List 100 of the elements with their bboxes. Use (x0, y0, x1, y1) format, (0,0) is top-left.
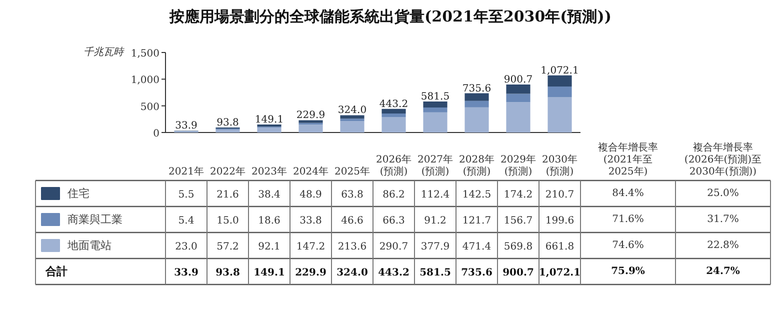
data-label: 142.5 (462, 190, 492, 200)
bar (464, 100, 489, 108)
text: 複合年增長率 (2021年至 2025年) (598, 141, 658, 178)
data-label: 48.9 (300, 190, 322, 200)
total-label: 581.5 (420, 91, 450, 102)
text: 74.6% (612, 240, 644, 251)
text: 71.6% (612, 214, 644, 225)
y-tick-label: 1,000 (130, 75, 160, 86)
total-label: 324.0 (338, 105, 367, 116)
legend-label: 住宅 (68, 187, 90, 200)
text: 229.9 (295, 268, 326, 278)
data-label: 38.4 (258, 190, 280, 200)
total-label: 149.1 (254, 114, 284, 126)
data-label: 5.4 (178, 216, 194, 226)
total-label: 229.9 (296, 110, 326, 122)
text: 735.6 (461, 268, 492, 278)
data-label: 290.7 (379, 242, 408, 252)
bar (464, 93, 489, 101)
bar (548, 97, 572, 132)
total-label: 443.2 (379, 98, 408, 110)
text: 581.5 (420, 268, 451, 278)
bar (548, 75, 572, 87)
text: 24.7% (706, 266, 740, 277)
data-label: 569.8 (504, 242, 533, 252)
text: 複合年增長率 (2026年(預測)至 2030年(預測)) (684, 141, 762, 178)
x-tick-label: 2030年 (預測) (542, 153, 578, 178)
text: 75.9% (611, 266, 646, 277)
x-tick-label: 2024年 (293, 166, 328, 178)
text: 33.9 (174, 268, 198, 278)
total-label: 33.9 (175, 120, 198, 132)
x-tick-label: 2026年 (預測) (376, 153, 412, 178)
bar (506, 102, 530, 132)
data-label: 91.2 (424, 216, 446, 226)
chart-title: 按應用場景劃分的全球儲能系統出貨量(2021年至2030年(預測)) (168, 8, 612, 26)
bar (382, 108, 406, 114)
text: 84.4% (612, 188, 644, 199)
total-label: 735.6 (462, 83, 492, 94)
text: 324.0 (336, 268, 368, 278)
y-axis-title: 千兆瓦時 (84, 46, 124, 58)
data-label: 33.8 (300, 216, 322, 226)
text: 93.8 (216, 268, 240, 278)
x-tick-label: 2022年 (210, 166, 246, 178)
data-label: 63.8 (341, 190, 364, 200)
x-tick-label: 2029年 (預測) (500, 153, 536, 178)
bar (257, 128, 282, 132)
y-tick-label: 0 (153, 128, 160, 140)
bar (340, 121, 364, 132)
bar (382, 113, 406, 117)
x-tick-label: 2021年 (168, 166, 204, 178)
data-label: 21.6 (216, 190, 239, 200)
y-tick-label: 1,500 (130, 48, 160, 60)
bar (423, 107, 448, 112)
text: 900.7 (502, 268, 534, 278)
text: 31.7% (707, 214, 739, 225)
bar (464, 107, 489, 132)
legend-label: 地面電站 (66, 239, 112, 252)
data-label: 377.9 (420, 242, 450, 252)
x-tick-label: 2028年 (預測) (459, 153, 494, 178)
data-label: 147.2 (296, 242, 326, 252)
total-label: 900.7 (504, 74, 533, 86)
text: 合計 (44, 265, 68, 278)
data-label: 57.2 (216, 242, 239, 252)
text: 149.1 (254, 268, 285, 278)
bar (548, 86, 572, 98)
data-label: 156.7 (504, 216, 533, 226)
text: 25.0% (707, 188, 739, 199)
data-label: 5.5 (178, 190, 194, 200)
bar (340, 115, 364, 119)
total-label: 1,072.1 (540, 65, 579, 76)
data-label: 210.7 (545, 190, 574, 200)
bar (298, 124, 323, 132)
bar (423, 112, 448, 132)
text: 443.2 (378, 268, 410, 278)
data-label: 471.4 (462, 242, 492, 252)
y-tick-label: 500 (140, 102, 160, 113)
data-label: 23.0 (175, 242, 198, 252)
data-label: 86.2 (382, 190, 405, 200)
x-tick-label: 2025年 (334, 166, 370, 178)
total-label: 93.8 (216, 117, 239, 128)
text: 22.8% (707, 240, 739, 251)
data-label: 112.4 (420, 190, 450, 200)
bar (340, 118, 364, 122)
bar (506, 94, 530, 102)
data-label: 18.6 (258, 216, 280, 226)
data-label: 199.6 (545, 216, 574, 226)
x-tick-label: 2023年 (252, 166, 287, 178)
bar (423, 101, 448, 108)
bar (506, 84, 530, 94)
data-label: 46.6 (341, 216, 364, 226)
data-label: 121.7 (462, 216, 492, 226)
data-label: 92.1 (258, 242, 280, 252)
data-label: 213.6 (338, 242, 367, 252)
bar (382, 116, 406, 132)
bar (298, 120, 323, 123)
data-label: 661.8 (545, 242, 574, 252)
data-label: 174.2 (504, 190, 533, 200)
x-tick-label: 2027年 (預測) (418, 153, 453, 178)
data-label: 66.3 (382, 216, 405, 226)
bar (216, 129, 240, 132)
data-label: 15.0 (216, 216, 239, 226)
